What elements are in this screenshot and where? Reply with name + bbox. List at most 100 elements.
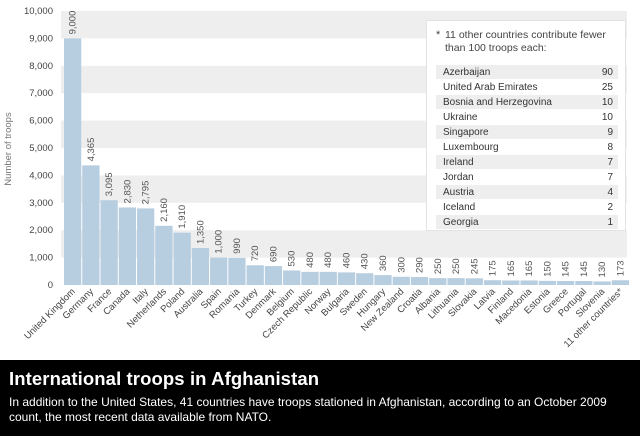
country-name: Singapore bbox=[436, 124, 583, 140]
other-country-row: Jordan 7 bbox=[436, 169, 618, 185]
bar bbox=[356, 273, 374, 285]
bar bbox=[283, 270, 301, 285]
troop-count: 8 bbox=[583, 139, 618, 155]
troop-count: 7 bbox=[583, 154, 618, 170]
bar bbox=[337, 272, 356, 285]
troop-count: 90 bbox=[583, 65, 618, 80]
y-tick-label: 0 bbox=[48, 280, 53, 291]
value-label: 530 bbox=[287, 251, 298, 267]
y-tick-label: 1,000 bbox=[29, 253, 53, 264]
y-tick-label: 9,000 bbox=[29, 33, 53, 44]
value-label: 360 bbox=[378, 255, 389, 271]
bar bbox=[301, 271, 319, 285]
value-label: 250 bbox=[451, 258, 462, 274]
country-name: Austria bbox=[436, 184, 583, 200]
y-tick-label: 2,000 bbox=[29, 225, 53, 236]
bar bbox=[447, 278, 465, 285]
y-tick-label: 3,000 bbox=[29, 198, 53, 209]
bar bbox=[429, 278, 447, 285]
value-label: 480 bbox=[305, 252, 316, 268]
bar bbox=[82, 165, 100, 285]
value-label: 990 bbox=[232, 238, 243, 254]
bar bbox=[556, 281, 575, 285]
bar bbox=[210, 257, 228, 285]
bar bbox=[137, 208, 155, 285]
troop-count: 7 bbox=[583, 169, 618, 185]
bar bbox=[319, 271, 337, 285]
troop-count: 10 bbox=[583, 94, 618, 110]
bar bbox=[173, 232, 191, 285]
country-name: Bosnia and Herzegovina bbox=[436, 94, 583, 110]
other-country-row: Singapore 9 bbox=[436, 124, 618, 140]
other-country-row: Ukraine 10 bbox=[436, 109, 618, 125]
value-label: 2,795 bbox=[141, 181, 152, 205]
value-label: 145 bbox=[579, 261, 590, 277]
value-label: 165 bbox=[506, 261, 517, 277]
y-tick-label: 4,000 bbox=[29, 170, 53, 181]
value-label: 175 bbox=[488, 260, 499, 276]
caption-title: International troops in Afghanistan bbox=[9, 368, 320, 389]
value-label: 145 bbox=[561, 261, 572, 277]
other-country-row: Austria 4 bbox=[436, 184, 618, 200]
other-countries-list: Azerbaijan 90 United Arab Emirates 25 Bosnia… bbox=[436, 65, 618, 230]
troop-count: 4 bbox=[583, 184, 618, 200]
country-name: Luxembourg bbox=[436, 139, 583, 155]
troop-count: 9 bbox=[583, 124, 618, 140]
country-name: Ireland bbox=[436, 154, 583, 170]
y-axis-label: Number of troops bbox=[3, 112, 14, 186]
troop-count: 25 bbox=[583, 79, 618, 95]
y-tick-label: 6,000 bbox=[29, 116, 53, 127]
bar bbox=[520, 280, 538, 285]
value-label: 250 bbox=[433, 258, 444, 274]
bar bbox=[100, 200, 118, 285]
bar bbox=[246, 265, 264, 285]
troop-count: 10 bbox=[583, 109, 618, 125]
bar bbox=[611, 280, 629, 285]
troop-count: 2 bbox=[583, 199, 618, 215]
bar bbox=[483, 280, 502, 285]
bar bbox=[392, 276, 410, 285]
other-countries-heading-text: 11 other countries contribute fewer than… bbox=[445, 29, 606, 54]
country-name: Iceland bbox=[436, 199, 583, 215]
country-name: Azerbaijan bbox=[436, 65, 583, 80]
value-label: 150 bbox=[542, 261, 553, 277]
value-label: 290 bbox=[415, 257, 426, 273]
bar bbox=[374, 275, 392, 285]
other-country-row: United Arab Emirates 25 bbox=[436, 79, 618, 95]
asterisk-mark: * bbox=[436, 29, 441, 41]
value-label: 1,350 bbox=[195, 220, 206, 244]
bar bbox=[410, 277, 429, 285]
country-name: Jordan bbox=[436, 169, 583, 185]
bar bbox=[465, 278, 483, 285]
y-tick-label: 10,000 bbox=[24, 6, 53, 17]
bar bbox=[538, 280, 556, 285]
bar bbox=[155, 225, 173, 285]
other-country-row: Luxembourg 8 bbox=[436, 139, 618, 155]
value-label: 3,095 bbox=[104, 172, 115, 196]
value-label: 4,365 bbox=[86, 138, 97, 162]
country-name: United Arab Emirates bbox=[436, 79, 583, 95]
value-label: 130 bbox=[597, 262, 608, 278]
bar bbox=[264, 266, 283, 285]
value-label: 9,000 bbox=[68, 11, 79, 35]
caption-panel: International troops in Afghanistan In a… bbox=[0, 360, 640, 436]
country-name: Georgia bbox=[436, 214, 583, 230]
value-label: 2,160 bbox=[159, 198, 170, 222]
value-label: 690 bbox=[268, 246, 279, 262]
other-country-row: Bosnia and Herzegovina 10 bbox=[436, 94, 618, 110]
y-tick-label: 5,000 bbox=[29, 143, 53, 154]
troop-count: 1 bbox=[583, 214, 618, 230]
value-label: 1,000 bbox=[214, 230, 225, 254]
value-label: 720 bbox=[250, 245, 261, 261]
value-label: 1,910 bbox=[177, 205, 188, 229]
other-country-row: Azerbaijan 90 bbox=[436, 65, 618, 80]
value-label: 173 bbox=[615, 260, 626, 276]
other-countries-table: * 11 other countries contribute fewer th… bbox=[426, 20, 626, 231]
value-label: 460 bbox=[342, 253, 353, 269]
country-name: Ukraine bbox=[436, 109, 583, 125]
value-label: 480 bbox=[323, 252, 334, 268]
caption-text: In addition to the United States, 41 cou… bbox=[9, 395, 607, 424]
y-tick-label: 8,000 bbox=[29, 61, 53, 72]
value-label: 245 bbox=[469, 258, 480, 274]
bar bbox=[575, 281, 593, 285]
